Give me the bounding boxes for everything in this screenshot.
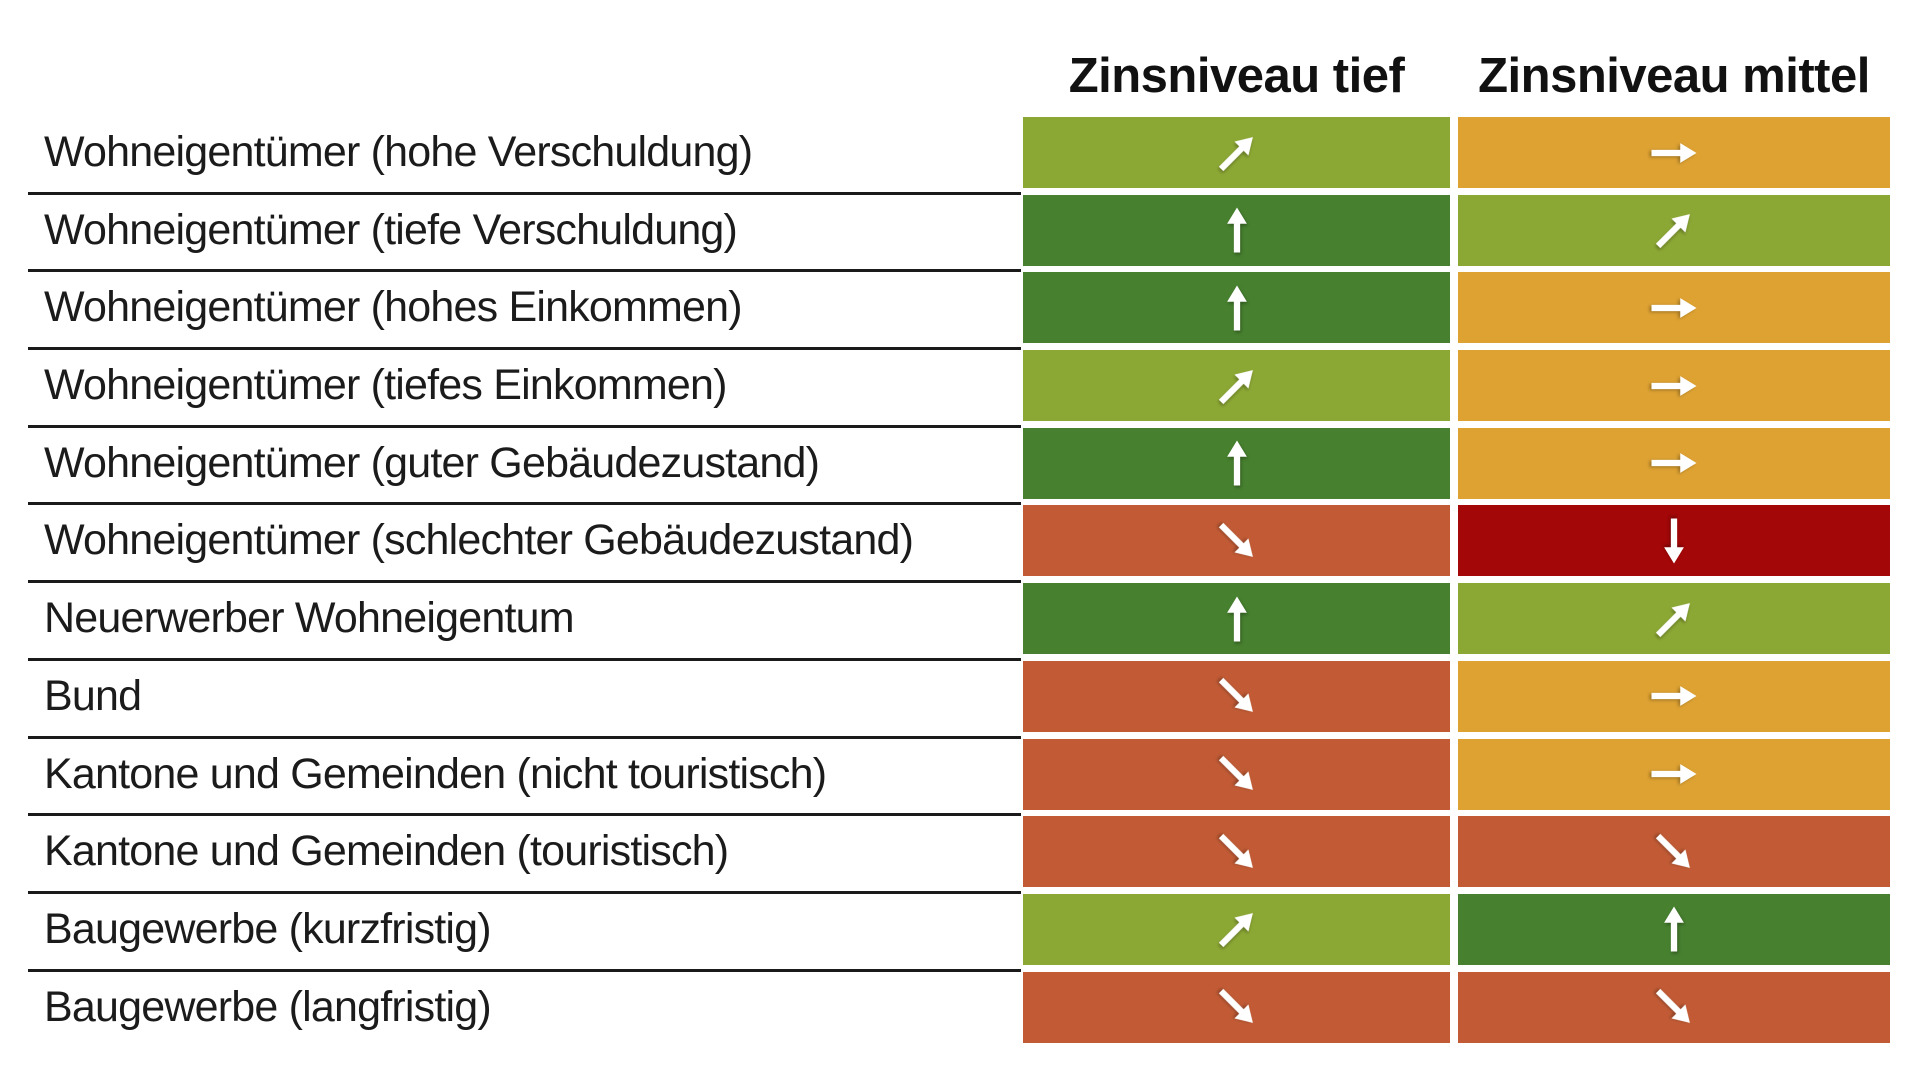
table-row: Wohneigentümer (guter Gebäudezustand) bbox=[28, 427, 1890, 506]
table-row: Wohneigentümer (tiefes Einkommen) bbox=[28, 350, 1890, 428]
arrow-right-icon bbox=[1651, 375, 1697, 396]
arrow-right-icon bbox=[1651, 453, 1697, 474]
arrow-up-icon bbox=[1226, 285, 1247, 331]
cell-zinsniveau-mittel bbox=[1458, 505, 1890, 577]
row-label-wrap: Wohneigentümer (schlechter Gebäudezustan… bbox=[28, 505, 1021, 584]
table-row: Neuerwerber Wohneigentum bbox=[28, 583, 1890, 661]
row-label-wrap: Wohneigentümer (tiefes Einkommen) bbox=[28, 350, 1021, 428]
row-label-wrap: Neuerwerber Wohneigentum bbox=[28, 583, 1021, 661]
table-row: Wohneigentümer (schlechter Gebäudezustan… bbox=[28, 505, 1890, 584]
arrow-up-icon bbox=[1226, 207, 1247, 253]
arrow-up-right-icon bbox=[1655, 214, 1690, 249]
arrow-down-right-icon bbox=[1218, 755, 1253, 790]
arrow-right-icon bbox=[1651, 142, 1697, 163]
row-label-wrap: Wohneigentümer (guter Gebäudezustand) bbox=[28, 428, 1021, 506]
row-label: Wohneigentümer (tiefe Verschuldung) bbox=[44, 205, 738, 254]
row-label-wrap: Baugewerbe (langfristig) bbox=[28, 972, 1021, 1047]
arrow-right-icon bbox=[1651, 686, 1697, 707]
row-label: Wohneigentümer (hohes Einkommen) bbox=[44, 283, 743, 332]
cell-zinsniveau-mittel bbox=[1458, 427, 1890, 499]
table-row: Baugewerbe (kurzfristig) bbox=[28, 893, 1890, 972]
column-header-zinsniveau-tief: Zinsniveau tief bbox=[1068, 49, 1405, 103]
cell-zinsniveau-mittel bbox=[1458, 194, 1890, 266]
cell-zinsniveau-mittel bbox=[1458, 660, 1890, 732]
row-label-wrap: Wohneigentümer (tiefe Verschuldung) bbox=[28, 195, 1021, 273]
arrow-down-right-icon bbox=[1218, 522, 1253, 557]
row-label-wrap: Wohneigentümer (hohe Verschuldung) bbox=[28, 117, 1021, 195]
row-label-wrap: Kantone und Gemeinden (touristisch) bbox=[28, 816, 1021, 894]
table-row: Kantone und Gemeinden (touristisch) bbox=[28, 816, 1890, 894]
arrow-right-icon bbox=[1651, 297, 1697, 318]
row-label: Kantone und Gemeinden (touristisch) bbox=[44, 827, 729, 876]
matrix-rows: Wohneigentümer (hohe Verschuldung) Wohne… bbox=[28, 117, 1890, 1049]
cell-zinsniveau-tief bbox=[1023, 194, 1450, 266]
cell-zinsniveau-tief bbox=[1023, 660, 1450, 732]
row-label: Bund bbox=[44, 671, 142, 720]
cell-zinsniveau-mittel bbox=[1458, 350, 1890, 422]
row-label: Kantone und Gemeinden (nicht touristisch… bbox=[44, 749, 827, 798]
row-label: Wohneigentümer (tiefes Einkommen) bbox=[44, 361, 727, 410]
cell-zinsniveau-tief bbox=[1023, 816, 1450, 888]
row-label: Wohneigentümer (hohe Verschuldung) bbox=[44, 128, 753, 176]
arrow-down-right-icon bbox=[1218, 678, 1253, 713]
table-row: Wohneigentümer (hohe Verschuldung) bbox=[28, 117, 1890, 195]
cell-zinsniveau-tief bbox=[1023, 738, 1450, 810]
arrow-up-right-icon bbox=[1218, 913, 1253, 948]
arrow-up-icon bbox=[1226, 596, 1247, 642]
row-label: Wohneigentümer (guter Gebäudezustand) bbox=[44, 438, 820, 487]
row-label: Neuerwerber Wohneigentum bbox=[44, 594, 575, 643]
arrow-down-right-icon bbox=[1655, 833, 1690, 868]
arrow-right-icon bbox=[1651, 764, 1697, 784]
arrow-up-icon bbox=[1226, 440, 1247, 486]
cell-zinsniveau-tief bbox=[1023, 971, 1450, 1043]
cell-zinsniveau-mittel bbox=[1458, 583, 1890, 655]
arrow-down-icon bbox=[1664, 518, 1684, 564]
cell-zinsniveau-tief bbox=[1023, 505, 1450, 577]
row-label-wrap: Baugewerbe (kurzfristig) bbox=[28, 894, 1021, 972]
cell-zinsniveau-tief bbox=[1023, 272, 1450, 344]
table-row: Kantone und Gemeinden (nicht touristisch… bbox=[28, 738, 1890, 817]
row-label-wrap: Kantone und Gemeinden (nicht touristisch… bbox=[28, 739, 1021, 817]
arrow-down-right-icon bbox=[1218, 988, 1253, 1023]
arrow-down-right-icon bbox=[1655, 988, 1690, 1023]
arrow-up-right-icon bbox=[1218, 369, 1253, 404]
cell-zinsniveau-mittel bbox=[1458, 738, 1890, 810]
row-label-wrap: Bund bbox=[28, 661, 1021, 739]
column-header-zinsniveau-mittel: Zinsniveau mittel bbox=[1478, 49, 1870, 103]
cell-zinsniveau-mittel bbox=[1458, 816, 1890, 888]
row-label-wrap: Wohneigentümer (hohes Einkommen) bbox=[28, 272, 1021, 351]
cell-zinsniveau-mittel bbox=[1458, 272, 1890, 344]
cell-zinsniveau-mittel bbox=[1458, 971, 1890, 1043]
cell-zinsniveau-mittel bbox=[1458, 117, 1890, 188]
arrow-down-right-icon bbox=[1218, 833, 1253, 868]
row-label: Baugewerbe (kurzfristig) bbox=[44, 904, 492, 953]
arrow-up-right-icon bbox=[1218, 136, 1253, 171]
table-row: Baugewerbe (langfristig) bbox=[28, 971, 1890, 1050]
arrow-up-right-icon bbox=[1655, 602, 1690, 637]
cell-zinsniveau-tief bbox=[1023, 583, 1450, 655]
arrow-up-icon bbox=[1664, 906, 1684, 952]
cell-zinsniveau-tief bbox=[1023, 893, 1450, 965]
cell-zinsniveau-tief bbox=[1023, 117, 1450, 188]
cell-zinsniveau-mittel bbox=[1458, 893, 1890, 965]
table-row: Wohneigentümer (hohes Einkommen) bbox=[28, 272, 1890, 351]
table-row: Bund bbox=[28, 660, 1890, 739]
table-row: Wohneigentümer (tiefe Verschuldung) bbox=[28, 194, 1890, 273]
cell-zinsniveau-tief bbox=[1023, 427, 1450, 499]
row-label: Wohneigentümer (schlechter Gebäudezustan… bbox=[44, 516, 914, 565]
row-label: Baugewerbe (langfristig) bbox=[44, 982, 492, 1031]
cell-zinsniveau-tief bbox=[1023, 350, 1450, 422]
